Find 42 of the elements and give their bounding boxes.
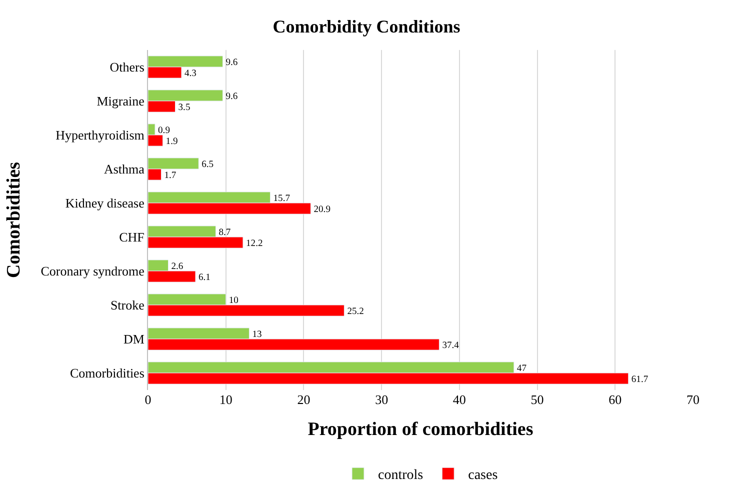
x-tick-label: 20 <box>297 392 310 407</box>
data-label: 20.9 <box>314 204 331 215</box>
y-tick-label: Migraine <box>96 94 145 109</box>
data-label: 25.2 <box>347 306 364 317</box>
y-tick-label: Coronary syndrome <box>40 264 145 279</box>
chart-title: Comorbidity Conditions <box>272 16 460 37</box>
x-axis-title: Proportion of comorbidities <box>308 418 534 440</box>
y-tick-label: Others <box>110 60 144 75</box>
x-tick-label: 10 <box>219 392 232 407</box>
legend-label: controls <box>378 468 424 484</box>
x-tick-label: 0 <box>144 392 152 407</box>
y-tick-label: CHF <box>119 230 144 245</box>
x-tick-label: 70 <box>686 392 700 407</box>
data-label: 8.7 <box>218 226 231 238</box>
x-tick-label: 30 <box>375 392 388 407</box>
data-label: 10 <box>228 294 239 306</box>
data-label: 15.7 <box>273 192 290 204</box>
data-label: 6.5 <box>202 158 214 170</box>
data-label: 4.3 <box>184 68 197 79</box>
y-tick-label: DM <box>123 332 145 347</box>
data-label: 6.1 <box>198 272 211 283</box>
data-label: 3.5 <box>178 102 190 113</box>
y-tick-label: Kidney disease <box>65 196 145 211</box>
data-label: 9.6 <box>226 56 238 68</box>
legend-label: cases <box>468 468 498 484</box>
y-tick-label: Comorbidities <box>70 366 144 381</box>
x-tick-label: 40 <box>452 392 466 407</box>
data-label: 1.7 <box>164 170 176 181</box>
data-label: 47 <box>516 362 527 374</box>
x-tick-label: 50 <box>530 392 544 407</box>
data-label: 1.9 <box>166 136 178 147</box>
data-label: 2.6 <box>171 260 184 272</box>
data-label: 0.9 <box>158 124 170 136</box>
y-tick-label: Asthma <box>104 162 145 177</box>
x-tick-label: 60 <box>608 392 622 407</box>
data-label: 13 <box>252 328 262 340</box>
y-tick-label: Hyperthyroidism <box>56 128 144 143</box>
data-label: 12.2 <box>246 238 263 249</box>
data-label: 9.6 <box>226 90 238 102</box>
data-label: 61.7 <box>631 374 648 385</box>
y-tick-label: Stroke <box>110 298 145 313</box>
data-label: 37.4 <box>442 340 460 351</box>
